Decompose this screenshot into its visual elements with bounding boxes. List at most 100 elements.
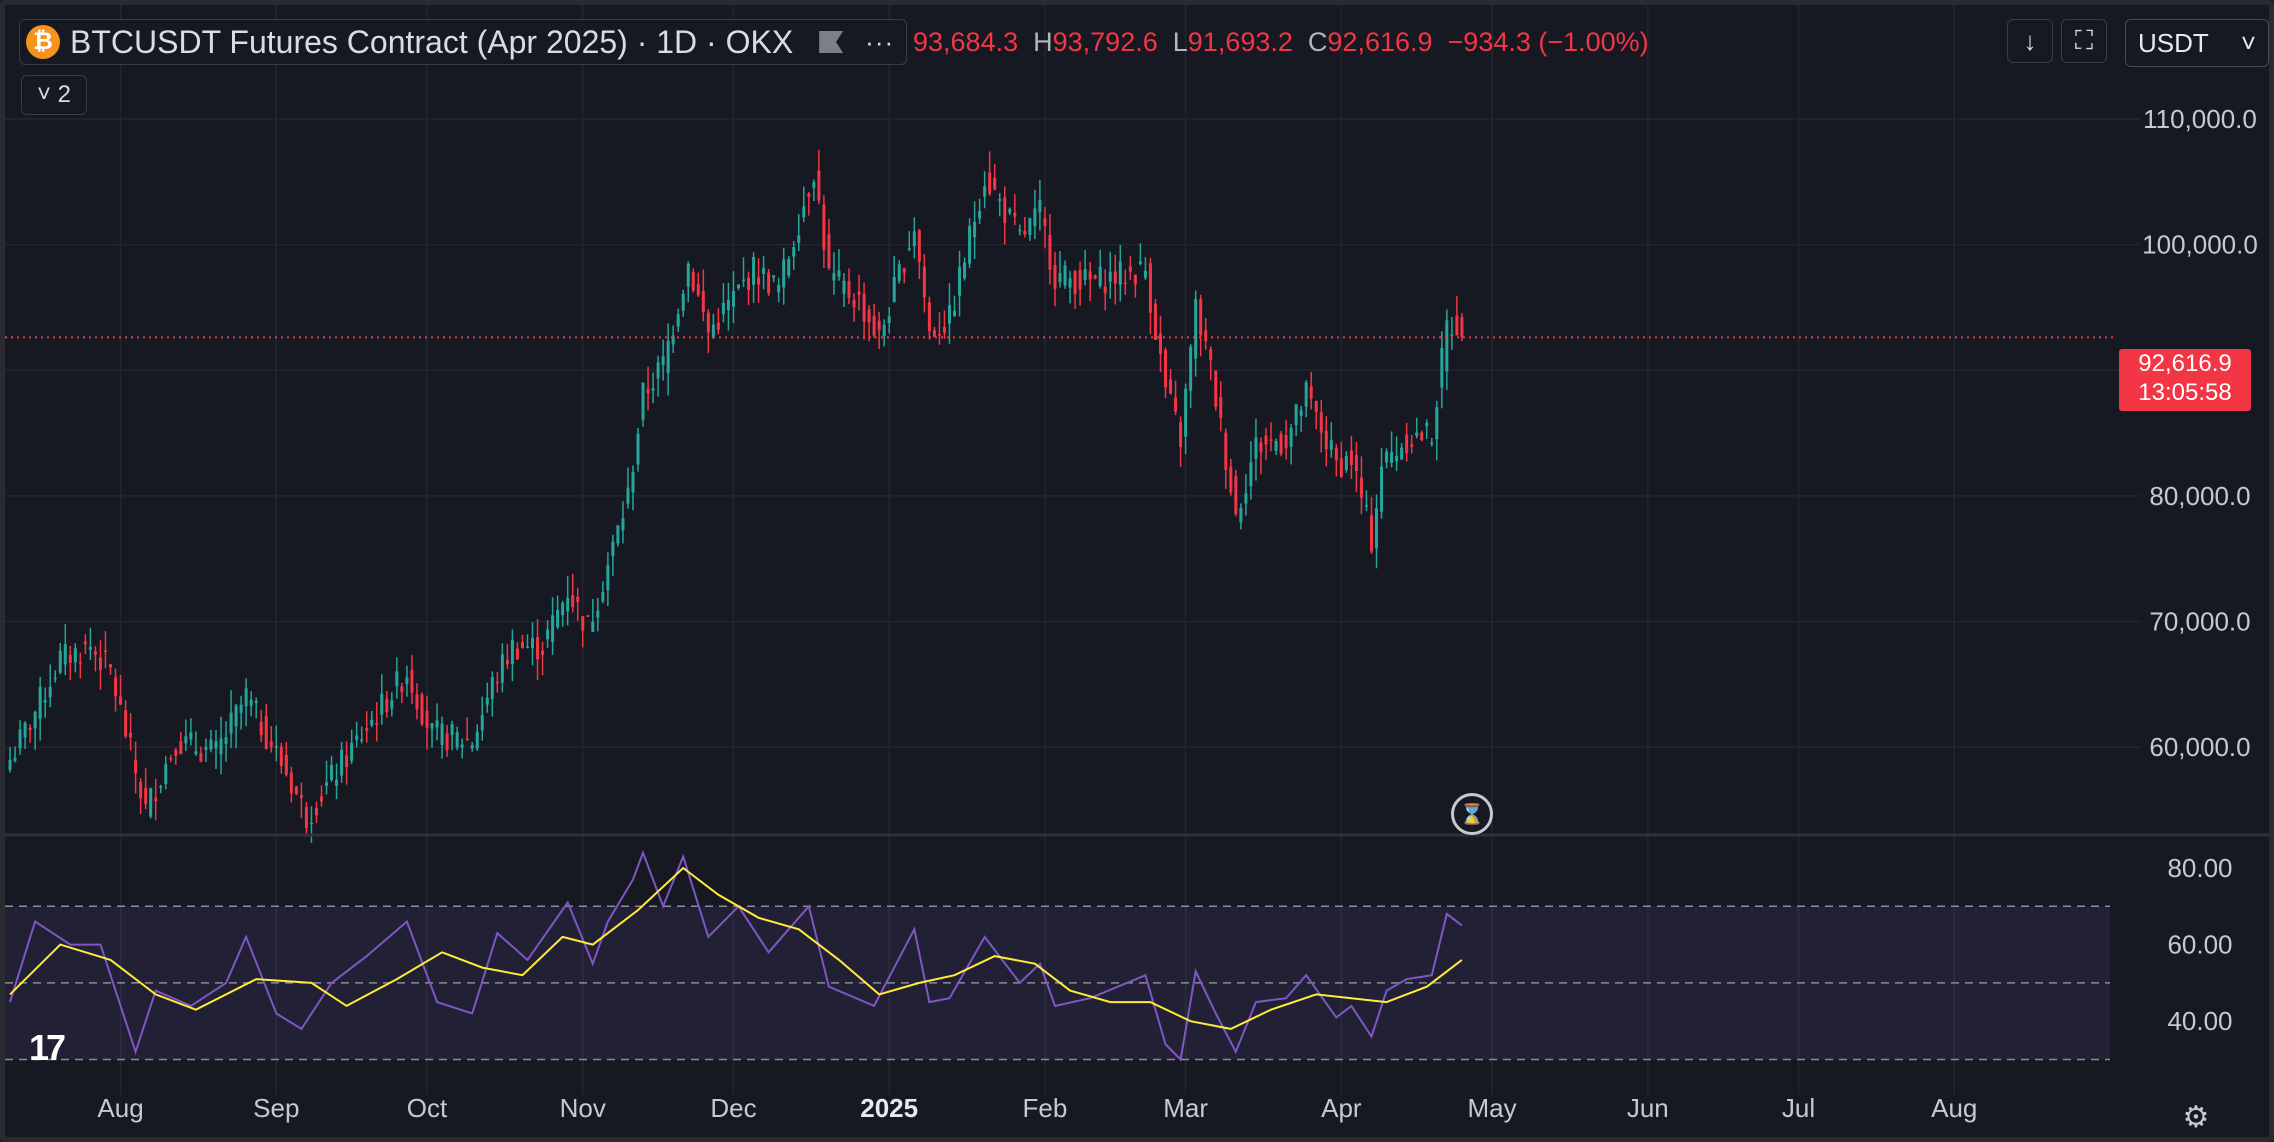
candle xyxy=(932,326,936,338)
candle-body xyxy=(319,796,324,802)
candle xyxy=(249,691,253,717)
candle xyxy=(375,702,379,742)
candle xyxy=(410,655,414,704)
candle-body xyxy=(410,669,414,693)
candle-body xyxy=(1395,455,1399,462)
candle xyxy=(530,622,535,666)
candle xyxy=(641,382,645,427)
candle xyxy=(968,218,972,269)
candle xyxy=(244,678,248,727)
candle-body xyxy=(927,302,931,332)
time-tick-label: Apr xyxy=(1321,1093,1362,1123)
flag-icon[interactable] xyxy=(819,31,844,53)
candle xyxy=(1369,496,1373,555)
candle-body xyxy=(1048,234,1052,270)
candle-body xyxy=(1073,270,1077,295)
candle xyxy=(63,624,67,676)
candle xyxy=(1063,260,1067,289)
time-tick-label: Aug xyxy=(1931,1093,1977,1123)
candle xyxy=(892,255,896,303)
candle-body xyxy=(902,268,906,273)
candle-body xyxy=(922,266,926,298)
candle-body xyxy=(450,724,454,735)
candle xyxy=(902,267,906,284)
candle-body xyxy=(1103,286,1107,294)
candle-body xyxy=(1023,230,1027,235)
currency-select[interactable]: USDT ˅ xyxy=(2125,19,2269,67)
candle-body xyxy=(611,541,615,556)
low-key: L xyxy=(1172,27,1188,57)
candle xyxy=(1354,442,1358,492)
fullscreen-icon[interactable]: ⛶ xyxy=(2061,19,2107,63)
candle-body xyxy=(827,234,831,269)
candle xyxy=(134,741,138,794)
hourglass-icon[interactable]: ⌛ xyxy=(1451,793,1493,835)
candle-body xyxy=(807,193,811,197)
candle xyxy=(1309,371,1313,410)
candle-body xyxy=(1244,493,1248,504)
candle-body xyxy=(1239,507,1243,523)
candle xyxy=(239,695,243,730)
candle xyxy=(98,640,102,690)
candle xyxy=(1455,296,1459,336)
candle xyxy=(947,283,951,345)
rsi-bands xyxy=(5,905,2110,1061)
candle-body xyxy=(1174,397,1178,412)
candle-body xyxy=(13,757,17,761)
last-price-value: 92,616.9 xyxy=(2138,350,2232,377)
candle-body xyxy=(757,277,761,285)
candle-body xyxy=(78,661,82,664)
candle-body xyxy=(1264,435,1268,445)
indicator-toggle-button[interactable]: ˅ 2 xyxy=(21,75,87,115)
candle xyxy=(1128,255,1132,280)
candle xyxy=(1169,368,1173,395)
more-icon[interactable]: ··· xyxy=(865,26,895,57)
candle-body xyxy=(63,644,67,665)
candle-body xyxy=(1339,458,1343,477)
candle xyxy=(691,268,695,293)
candle xyxy=(1103,269,1107,311)
candle xyxy=(777,277,781,303)
candle xyxy=(912,217,916,259)
candle-body xyxy=(998,199,1002,201)
candle-body xyxy=(214,741,218,749)
candle xyxy=(400,682,404,704)
candle xyxy=(83,634,87,655)
candle-body xyxy=(1369,515,1373,552)
chart-canvas[interactable]: 60,000.0 70,000.0 80,000.0 100,000.0 110,000… xyxy=(5,5,2269,1137)
candle-body xyxy=(420,694,424,725)
time-tick-label: Feb xyxy=(1023,1093,1068,1123)
download-icon[interactable]: ↓ xyxy=(2007,19,2053,63)
candle xyxy=(541,641,545,676)
candle-body xyxy=(822,204,826,250)
candle xyxy=(877,311,881,350)
candle-body xyxy=(551,615,555,642)
gear-icon[interactable]: ⚙ xyxy=(2182,1101,2210,1134)
candle-body xyxy=(1043,218,1047,227)
candle-body xyxy=(596,610,600,618)
candle xyxy=(1279,430,1283,457)
candle xyxy=(525,634,529,649)
candle-body xyxy=(802,206,806,218)
candle-body xyxy=(1284,434,1288,449)
candle-body xyxy=(1259,442,1263,453)
candle xyxy=(907,231,911,252)
candle-body xyxy=(108,664,113,668)
candle xyxy=(1319,399,1323,453)
candle xyxy=(289,766,293,803)
candle xyxy=(445,725,449,757)
candle xyxy=(485,682,489,713)
candle-body xyxy=(847,281,851,298)
candle-body xyxy=(661,356,665,366)
candle xyxy=(309,806,313,843)
candle-body xyxy=(480,715,484,731)
symbol-header[interactable]: ₿ BTCUSDT Futures Contract (Apr 2025) · … xyxy=(19,19,908,65)
candle xyxy=(58,642,62,675)
candle-body xyxy=(1128,266,1132,272)
candle xyxy=(365,711,369,743)
candle xyxy=(872,303,876,338)
candle xyxy=(807,191,811,216)
candle xyxy=(184,719,188,751)
candle xyxy=(279,742,283,774)
price-axis: 60,000.0 70,000.0 80,000.0 100,000.0 110,000… xyxy=(2142,104,2258,762)
